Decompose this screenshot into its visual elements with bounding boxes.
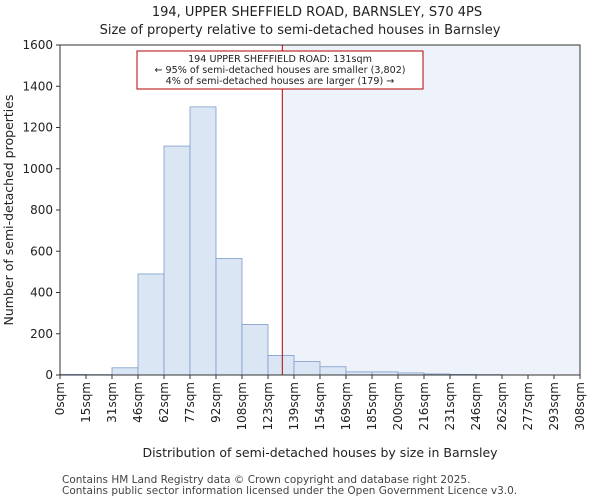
x-tick-label: 185sqm [365,382,379,430]
y-tick-label: 1600 [22,38,53,52]
x-tick-label: 216sqm [417,382,431,430]
y-axis-label: Number of semi-detached properties [1,95,16,326]
chart-title-line2: Size of property relative to semi-detach… [100,23,501,38]
x-axis-label: Distribution of semi-detached houses by … [142,445,498,460]
footer-line1: Contains HM Land Registry data © Crown c… [62,474,471,486]
x-tick-label: 139sqm [287,382,301,430]
x-tick-label: 46sqm [131,382,145,423]
bar-154sqm [319,366,347,376]
y-tick-label: 800 [30,203,53,217]
bars-group [59,106,503,376]
x-tick-label: 154sqm [313,382,327,430]
annotation-box [136,50,424,90]
bar-62sqm [163,145,191,376]
annotation-line1: 194 UPPER SHEFFIELD ROAD: 131sqm [188,54,372,65]
bar-92sqm [215,258,243,376]
footer-line2: Contains public sector information licen… [62,485,518,497]
bar-108sqm [241,324,269,376]
highlight-region [282,45,580,375]
x-tick-label: 108sqm [235,382,249,430]
x-tick-label: 77sqm [183,382,197,423]
bar-123sqm [267,355,295,376]
x-tick-label: 200sqm [391,382,405,430]
annotation-line2: ← 95% of semi-detached houses are smalle… [154,65,405,76]
x-tick-label: 62sqm [157,382,171,423]
x-tick-label: 293sqm [547,382,561,430]
bar-46sqm [137,273,165,376]
x-tick-label: 231sqm [443,382,457,430]
x-tick-label: 0sqm [53,382,67,415]
y-axis: 0 200 400 600 800 1000 1200 1400 1600 [22,38,60,382]
y-tick-label: 1200 [22,121,53,135]
y-tick-label: 400 [30,286,53,300]
y-tick-label: 0 [45,368,53,382]
x-tick-label: 15sqm [79,382,93,423]
x-axis: 0sqm 15sqm 31sqm 46sqm 62sqm 77sqm 92sqm 108sqm… [53,375,587,430]
y-tick-label: 600 [30,244,53,258]
x-tick-label: 277sqm [521,382,535,430]
y-tick-label: 200 [30,327,53,341]
bar-31sqm [111,367,139,376]
chart-title-line1: 194, UPPER SHEFFIELD ROAD, BARNSLEY, S70… [152,5,482,20]
bar-77sqm [189,106,217,376]
bar-139sqm [293,361,321,376]
x-tick-label: 308sqm [573,382,587,430]
annotation-line3: 4% of semi-detached houses are larger (1… [166,76,395,87]
x-tick-label: 246sqm [469,382,483,430]
x-tick-label: 169sqm [339,382,353,430]
x-tick-label: 31sqm [105,382,119,423]
y-tick-label: 1400 [22,79,53,93]
plot-frame [59,44,581,376]
y-tick-label: 1000 [22,162,53,176]
x-tick-label: 123sqm [261,382,275,430]
x-tick-label: 92sqm [209,382,223,423]
x-tick-label: 262sqm [495,382,509,430]
